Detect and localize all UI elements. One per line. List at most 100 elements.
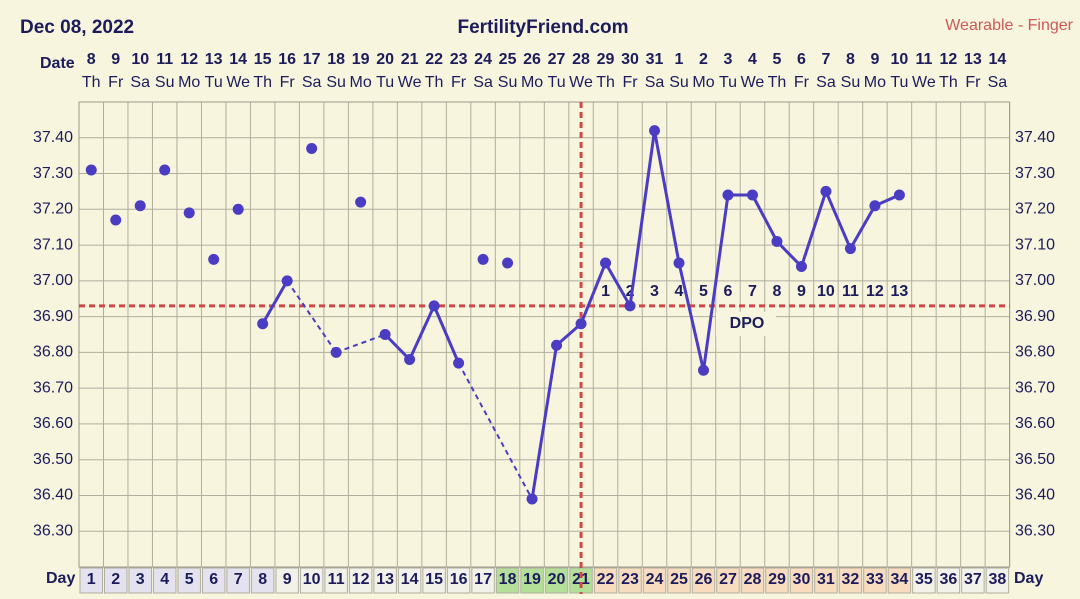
y-tick-label-right: 37.40 [1015,129,1055,146]
day-number: 38 [988,571,1006,588]
y-tick-label-right: 36.70 [1015,379,1055,396]
day-number: 13 [376,571,394,588]
y-tick-label: 37.10 [33,236,73,253]
y-tick-label: 36.60 [33,415,73,432]
y-tick-label-right: 36.90 [1015,308,1055,325]
dpo-label: 7 [748,283,757,300]
source-label: Wearable - Finger [945,17,1073,34]
temp-point [869,200,881,212]
date-label: 29 [597,51,615,68]
day-cell [691,567,716,594]
y-tick-label: 37.30 [33,165,73,182]
weekday-label: We [741,74,765,91]
date-label: 1 [675,51,684,68]
day-cell [838,567,863,594]
day-number: 4 [160,571,169,588]
day-cell [275,567,299,594]
weekday-label: We [226,74,250,91]
date-label: 28 [572,51,590,68]
day-number: 24 [646,571,664,588]
weekday-label: We [912,74,936,91]
day-number: 16 [450,571,468,588]
weekday-label: Fr [794,74,810,91]
day-cell [79,567,103,594]
dpo-label: 8 [773,283,782,300]
day-number: 14 [401,571,419,588]
y-tick-label: 36.80 [33,344,73,361]
dpo-box [716,312,776,336]
date-label: 13 [205,51,223,68]
y-tick-label-right: 36.40 [1015,487,1055,504]
weekday-label: Th [768,74,787,91]
day-number: 5 [185,571,194,588]
weekday-label: Mo [521,74,543,91]
day-cell [544,567,569,594]
temp-point [428,300,440,312]
day-cell [373,567,397,594]
temp-point [257,318,269,330]
temp-line [775,240,803,268]
day-label: Day [46,570,75,587]
weekday-label: Tu [719,74,737,91]
date-label: 18 [327,51,345,68]
y-tick-label-right: 36.50 [1015,451,1055,468]
temp-line [849,204,877,250]
date-label: 10 [131,51,149,68]
y-tick-label-right: 37.00 [1015,272,1055,289]
temp-point [355,196,367,208]
temp-line [677,262,705,371]
day-cell [716,567,740,594]
day-number: 8 [258,571,267,588]
day-cell [961,567,985,594]
weekday-label: Fr [965,74,981,91]
temp-point [281,275,293,287]
day-cell [397,567,422,594]
day-number: 28 [744,571,762,588]
day-cell [422,567,446,594]
temp-line [702,194,730,371]
temp-line [457,362,533,500]
date-label: 9 [870,51,879,68]
date-label: 16 [278,51,296,68]
date-label: 21 [401,51,419,68]
date-label: 23 [450,51,468,68]
day-cell [250,567,275,594]
dpo-label: 12 [866,283,884,300]
weekday-label: Sa [645,74,665,91]
temp-point [404,354,416,366]
day-number: 6 [209,571,218,588]
temp-point [844,243,856,255]
day-cell [814,567,838,594]
weekday-label: Sa [988,74,1008,91]
temp-point [722,189,734,201]
temp-line [653,130,681,264]
date-label: 14 [988,51,1006,68]
temp-line [579,262,607,325]
temp-point [110,214,122,226]
day-number: 1 [87,571,96,588]
date-label: 22 [425,51,443,68]
temp-point [697,364,709,376]
dpo-label: 5 [699,283,708,300]
date-label: 12 [180,51,198,68]
date-label: 30 [621,51,639,68]
temp-point [746,189,758,201]
temp-point [820,185,832,197]
date-label: 31 [646,51,664,68]
day-cell [593,567,618,594]
day-number: 7 [234,571,243,588]
day-number: 35 [915,571,933,588]
temp-point [208,253,220,265]
temp-line [800,190,828,268]
day-number: 27 [719,571,737,588]
y-tick-label-right: 37.10 [1015,236,1055,253]
temp-point [379,329,391,340]
weekday-label: Tu [376,74,394,91]
day-number: 21 [572,571,590,588]
day-cell [642,567,667,594]
weekday-label: Sa [816,74,836,91]
day-cell [348,567,373,594]
day-number: 31 [817,571,835,588]
weekday-label: Su [669,74,689,91]
day-cell [471,567,495,594]
